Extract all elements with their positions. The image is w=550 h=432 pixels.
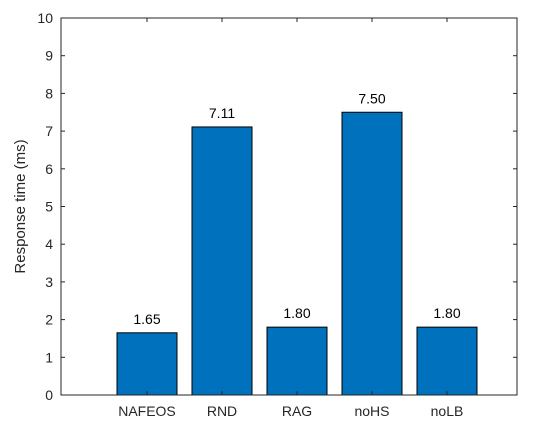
bar-nafeos xyxy=(116,332,178,396)
x-tick-label: noHS xyxy=(354,403,389,419)
data-label: 7.50 xyxy=(358,90,385,106)
data-label: 7.11 xyxy=(209,105,235,121)
x-axis-ticks: NAFEOS RND RAG noHS noLB xyxy=(118,18,463,419)
bar-nolb xyxy=(416,326,478,396)
bars-group xyxy=(116,111,478,396)
y-tick-label: 8 xyxy=(45,85,53,101)
y-tick-label: 5 xyxy=(45,199,53,215)
bar-rnd xyxy=(191,126,253,396)
data-labels-group: 1.65 7.11 1.80 7.50 1.80 xyxy=(133,90,460,327)
y-axis-title: Response time (ms) xyxy=(12,139,29,273)
y-tick-label: 0 xyxy=(45,387,53,403)
bar-rag xyxy=(266,326,328,396)
y-tick-label: 6 xyxy=(45,161,53,177)
y-axis-ticks: 0 1 2 3 4 5 6 7 8 9 10 xyxy=(37,10,517,403)
x-tick-label: NAFEOS xyxy=(118,403,176,419)
data-label: 1.80 xyxy=(433,305,460,321)
x-tick-label: noLB xyxy=(431,403,464,419)
y-tick-label: 3 xyxy=(45,274,53,290)
x-tick-label: RND xyxy=(207,403,237,419)
bar-nohs xyxy=(341,111,403,396)
y-tick-label: 4 xyxy=(45,236,53,252)
data-label: 1.80 xyxy=(283,305,310,321)
y-tick-label: 7 xyxy=(45,123,53,139)
x-tick-label: RAG xyxy=(282,403,312,419)
data-label: 1.65 xyxy=(133,311,160,327)
y-tick-label: 10 xyxy=(37,10,53,26)
plot-frame xyxy=(60,17,518,396)
y-tick-label: 9 xyxy=(45,48,53,64)
y-tick-label: 1 xyxy=(45,349,53,365)
y-tick-label: 2 xyxy=(45,312,53,328)
